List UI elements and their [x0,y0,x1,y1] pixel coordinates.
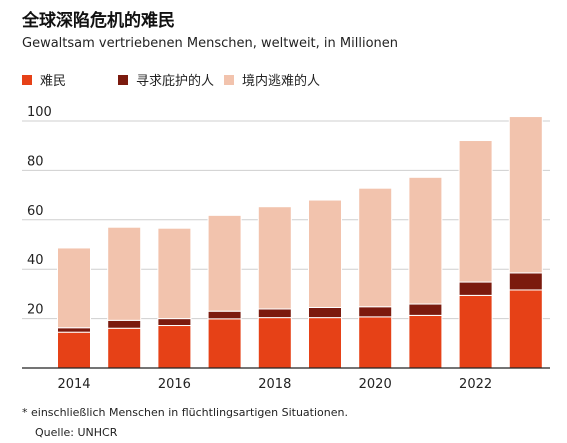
source-note: Quelle: UNHCR [35,426,118,439]
y-tick-label: 60 [27,204,44,219]
bar-segment-refugees [458,294,493,369]
y-tick-label: 80 [27,154,44,169]
x-tick-label: 2014 [57,377,90,392]
bar-segment-asylum [207,310,242,320]
bar-segment-idp [207,214,242,312]
bar-segment-idp [458,140,493,283]
bar-segment-asylum [57,327,91,333]
chart-title: 全球深陷危机的难民 [22,11,175,31]
bar-segment-refugees [508,289,543,369]
bar-segment-refugees [107,327,142,369]
bar-segment-asylum [157,318,192,327]
bar-segment-asylum [458,281,493,296]
x-tick-label: 2016 [158,377,191,392]
bar-segment-asylum [257,308,292,319]
bar-segment-refugees [358,316,393,369]
legend-item-refugees: 难民 [22,70,66,89]
bar-segment-idp [308,199,342,308]
x-tick-label: 2022 [459,377,492,392]
footnote: * einschließlich Menschen in flüchtlings… [22,406,348,419]
bar-segment-asylum [508,272,543,291]
legend-label-refugees: 难民 [40,74,67,89]
y-tick-label: 20 [27,303,44,318]
bar-segment-asylum [358,306,393,318]
bar-segment-idp [57,247,91,329]
legend-swatch-asylum [118,74,128,85]
chart-subtitle: Gewaltsam vertriebenen Menschen, weltwei… [22,36,398,51]
legend-swatch-refugees [22,74,32,85]
bar-segment-idp [358,187,393,308]
bar-segment-refugees [207,318,242,369]
bar-segment-refugees [408,314,443,369]
bar-segment-idp [107,226,142,321]
legend-label-idp: 境内逃难的人 [242,74,321,89]
legend-swatch-idp [224,74,234,85]
legend-label-asylum: 寻求庇护的人 [136,74,215,89]
bar-segment-refugees [157,325,192,369]
bar-segment-asylum [408,303,443,316]
bar-segment-refugees [308,317,342,369]
legend-item-asylum: 寻求庇护的人 [118,70,214,89]
y-tick-label: 100 [27,105,52,120]
bar-segment-idp [408,176,443,305]
x-tick-label: 2018 [258,377,291,392]
bar-segment-idp [508,116,543,274]
y-tick-label: 40 [27,253,44,268]
bar-segment-asylum [308,306,342,319]
bar-segment-refugees [57,331,91,369]
legend: 难民 寻求庇护的人 境内逃难的人 [22,70,562,89]
bar-segment-idp [257,206,292,310]
bar-segment-asylum [107,319,142,329]
x-tick-label: 2020 [359,377,392,392]
bar-segment-idp [157,227,192,320]
legend-item-idp: 境内逃难的人 [224,70,320,89]
bar-segment-refugees [257,317,292,369]
